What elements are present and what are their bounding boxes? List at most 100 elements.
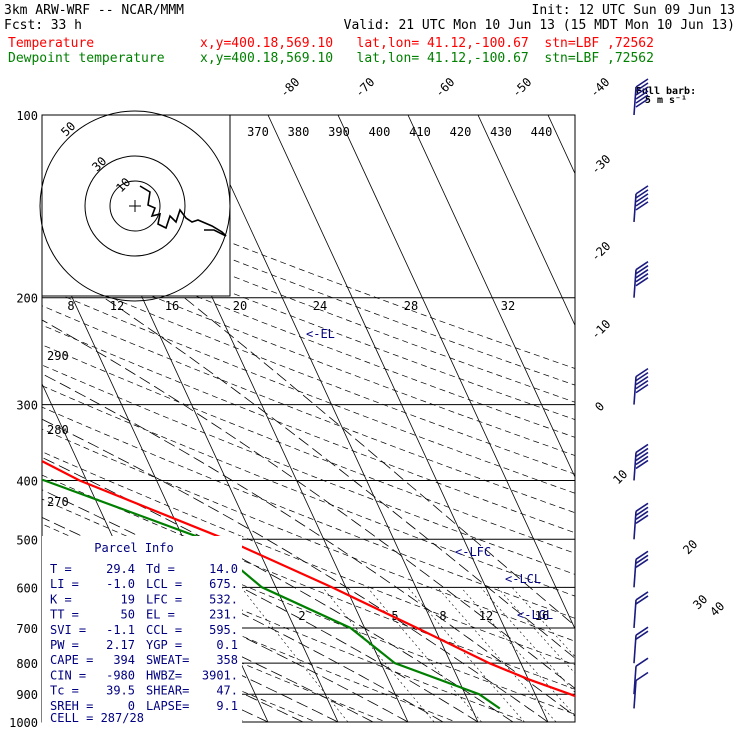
dewpoint-legend-label: Dewpoint temperature: [8, 51, 165, 66]
wind-barb-flag: [635, 90, 649, 100]
wind-barb-flag: [635, 506, 649, 516]
wind-barb-flag: [635, 197, 649, 207]
hodograph-ring: [39, 110, 231, 302]
parcel-row-value: 358: [216, 653, 238, 667]
dry-adiabat-line: [42, 575, 387, 722]
wind-barb-shaft: [633, 452, 637, 481]
parcel-row-label: YGP =: [146, 638, 182, 652]
isotherm-label: -80: [277, 75, 302, 100]
dry-adiabat-line: [42, 523, 527, 722]
mixing-ratio-line: [497, 587, 575, 674]
dry-adiabat-line: [42, 364, 575, 575]
parcel-level-marker: <-LFC: [455, 545, 491, 559]
wind-barb-flag: [635, 451, 649, 462]
parcel-row-label: LI =: [50, 577, 79, 591]
theta-label: 420: [450, 125, 472, 139]
isotherm-label: -30: [588, 152, 613, 177]
parcel-row-value: -980: [106, 668, 135, 682]
parcel-row-label: EL =: [146, 608, 175, 622]
parcel-row-value: 675.: [209, 577, 238, 591]
mixing-ratio-line: [407, 587, 525, 722]
wind-barb-flag: [635, 261, 649, 271]
wind-barb-flag: [635, 94, 649, 104]
parcel-level-marker: <-LCL: [505, 572, 541, 586]
wind-barb-flag: [635, 510, 649, 520]
wind-barb-flag: [635, 367, 649, 378]
wind-barb-shaft: [633, 86, 637, 116]
wind-barb-flag: [635, 98, 649, 108]
isotherm-line: [267, 115, 549, 722]
parcel-row-label: CCL =: [146, 623, 182, 637]
wind-barb-shaft: [633, 680, 637, 709]
parcel-row-label: PW =: [50, 638, 79, 652]
wind-barb-flag: [635, 671, 649, 682]
dry-adiabat-line: [42, 406, 575, 619]
mixing-ratio-label: 5: [391, 609, 398, 623]
hodograph-trace: [139, 185, 227, 237]
dewpoint-line: [42, 478, 501, 710]
mixing-ratio-label: 8: [67, 299, 74, 313]
mixing-ratio-label: 12: [110, 299, 124, 313]
theta-label: 440: [531, 125, 553, 139]
valid-time: Valid: 21 UTC Mon 10 Jun 13 (15 MDT Mon …: [344, 18, 735, 33]
pressure-tick-label: 300: [16, 399, 38, 413]
wind-barb-flag: [635, 591, 649, 601]
mixing-ratio-label: 8: [439, 609, 446, 623]
mixing-ratio-line: [511, 587, 575, 658]
mixing-ratio-label: 16: [535, 609, 549, 623]
temperature-location: x,y=400.18,569.10 lat,lon= 41.12,-100.67…: [200, 36, 654, 51]
wind-barb-flag: [635, 86, 649, 96]
init-time: Init: 12 UTC Sun 09 Jun 13: [532, 3, 736, 18]
model-title: 3km ARW-WRF -- NCAR/MMM: [4, 3, 184, 18]
parcel-row-value: 532.: [209, 592, 238, 606]
wind-barb-flag: [635, 630, 649, 640]
wind-barb-flag: [635, 447, 649, 458]
parcel-row-value: 39.5: [106, 684, 135, 698]
isotherm-line: [407, 115, 575, 478]
theta-side-label: 290: [47, 349, 69, 363]
parcel-row-label: CAPE =: [50, 653, 93, 667]
temperature-line: [42, 459, 575, 698]
parcel-row-value: 14.0: [209, 562, 238, 576]
wind-barb-flag: [635, 558, 649, 569]
mixing-ratio-label: 2: [298, 609, 305, 623]
wind-barb-shaft: [633, 511, 637, 540]
wind-barb-flag: [635, 502, 649, 512]
parcel-level-marker: <-LGL: [517, 608, 553, 622]
parcel-row-value: -1.0: [106, 577, 135, 591]
fcst-value: 33 h: [51, 18, 82, 33]
parcel-row-value: 19: [121, 592, 135, 606]
theta-label: 380: [288, 125, 310, 139]
parcel-row-label: SREH =: [50, 699, 93, 713]
wind-legend-units: 5 m s⁻¹: [645, 95, 687, 106]
wind-barb-flag: [635, 82, 649, 92]
parcel-row-value: -1.1: [106, 623, 135, 637]
parcel-row-value: 2.17: [106, 638, 135, 652]
moist-adiabat-line: [42, 516, 444, 722]
mixing-ratio-label: 32: [501, 299, 515, 313]
theta-label: 430: [490, 125, 512, 139]
wind-barb-flag: [635, 550, 649, 561]
pressure-tick-label: 1000: [9, 716, 38, 730]
wind-barb-flag: [635, 265, 649, 275]
wind-barb-shaft: [633, 635, 637, 664]
dry-adiabat-line: [42, 474, 575, 690]
isotherm-label: -70: [352, 75, 377, 100]
theta-side-label: 270: [47, 495, 69, 509]
wind-barb-flag: [635, 657, 649, 667]
parcel-row-value: 0: [128, 699, 135, 713]
wind-barb-flag: [635, 185, 649, 195]
parcel-info-table: Parcel Info CELL = 287/28 T = 29.4 Td = 14.…: [42, 536, 242, 726]
wind-barb-flag: [635, 626, 649, 636]
wind-barbs: [633, 78, 649, 709]
pressure-tick-label: 800: [16, 657, 38, 671]
mixing-ratio-label: 20: [233, 299, 247, 313]
isotherm-label: -50: [509, 75, 534, 100]
dewpoint-location: x,y=400.18,569.10 lat,lon= 41.12,-100.67…: [200, 51, 654, 66]
parcel-info-cell: CELL = 287/28: [50, 711, 144, 725]
series-clipped: [42, 459, 575, 710]
isotherm-label: -40: [587, 75, 612, 100]
isotherm-label: 20: [680, 537, 700, 557]
